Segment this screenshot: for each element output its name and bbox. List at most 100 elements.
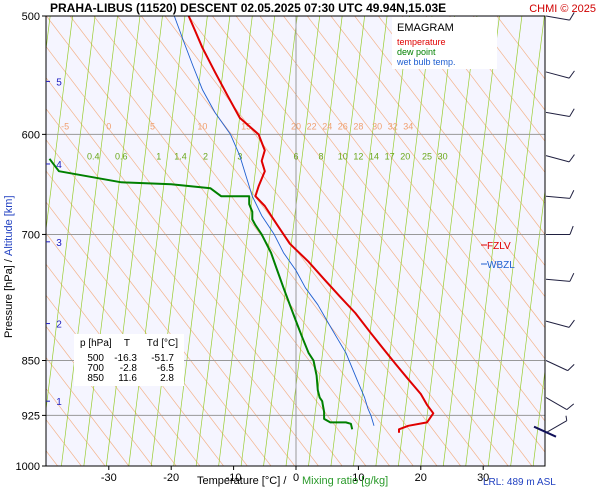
- wind-barb-flag: [566, 403, 575, 410]
- dry-adiabat-line: [46, 45, 367, 466]
- dry-adiabat-line: [306, 16, 545, 329]
- table-header-p: p [hPa]: [80, 338, 112, 349]
- altitude-label: 2: [56, 320, 62, 331]
- mixing-ratio-line: [420, 16, 478, 466]
- data-table: p [hPa] T Td [°C] 500 -16.3 -51.7 700 -2…: [74, 334, 184, 386]
- wind-barbs: [533, 12, 575, 438]
- mixing-ratio-label: 12: [353, 152, 363, 162]
- theta-label: 5: [150, 121, 155, 131]
- wind-barb-flag: [568, 70, 575, 79]
- mixing-ratio-line: [46, 16, 73, 233]
- table-cell: 850: [87, 373, 104, 384]
- theta-label: -5: [61, 121, 69, 131]
- dewpoint-line: [48, 158, 354, 430]
- mixing-ratio-label: 30: [438, 152, 448, 162]
- table-cell: 2.8: [160, 373, 174, 384]
- copyright: CHMI © 2025: [529, 3, 596, 15]
- y-tick-label: 1000: [16, 461, 40, 473]
- x-tick-label: 20: [415, 472, 427, 484]
- y-tick-label: 700: [22, 229, 40, 241]
- legend-entry-temperature: temperature: [397, 37, 446, 47]
- y-tick-label: 925: [22, 410, 40, 422]
- dry-adiabat-line: [235, 16, 545, 422]
- wind-barb-flag: [565, 415, 568, 421]
- dry-adiabat-line: [46, 16, 390, 466]
- y-axis-label-pressure: Pressure [hPa] /: [3, 258, 15, 338]
- mixing-ratio-label: 2: [203, 152, 208, 162]
- wind-barb-flag: [567, 363, 575, 371]
- wind-barb-staff: [545, 111, 570, 118]
- wind-barb-staff: [545, 420, 568, 434]
- wind-barb-flag: [569, 108, 575, 117]
- mixing-ratio-line: [556, 16, 600, 466]
- mixing-ratio-label: 25: [422, 152, 432, 162]
- mixing-ratio-line: [240, 16, 298, 466]
- dry-adiabat-line: [46, 232, 224, 466]
- mixing-ratio-line: [330, 16, 388, 466]
- dry-adiabat-line: [472, 16, 545, 111]
- dry-adiabat-line: [46, 201, 248, 466]
- table-cell: -51.7: [151, 353, 174, 364]
- theta-label: 10: [197, 121, 207, 131]
- legend-entry-dewpoint: dew point: [397, 47, 436, 57]
- dry-adiabat-line: [46, 387, 106, 466]
- wind-barb-staff: [545, 360, 568, 372]
- altitude-label: 4: [56, 160, 62, 171]
- mixing-ratio-line: [150, 16, 208, 466]
- table-header-td: Td [°C]: [147, 338, 178, 349]
- theta-label: 20: [291, 121, 301, 131]
- legend-entry-wetbulb: wet bulb temp.: [396, 57, 456, 67]
- fzlv-label: FZLV: [487, 241, 511, 252]
- mixing-ratio-label: 1: [156, 152, 161, 162]
- mixing-ratio-line: [263, 16, 321, 466]
- dry-adiabat-line: [46, 263, 201, 466]
- mixing-ratio-line: [510, 187, 545, 466]
- table-cell: -16.3: [114, 353, 137, 364]
- wbzl-label: WBZL: [487, 260, 515, 271]
- y-axis-label-altitude: Altitude [km]: [3, 195, 15, 256]
- wind-barb-flag: [569, 225, 574, 235]
- mixing-ratio-line: [465, 16, 523, 466]
- theta-label: 32: [388, 121, 398, 131]
- theta-label: 24: [322, 121, 332, 131]
- x-tick-label: -30: [101, 472, 117, 484]
- dry-adiabat-line: [378, 16, 545, 236]
- altitude-label: 1: [56, 397, 62, 408]
- theta-label: 22: [307, 121, 317, 131]
- mixing-ratio-line: [105, 16, 163, 466]
- mixing-ratio-line: [353, 16, 410, 466]
- mixing-ratio-line: [532, 367, 545, 466]
- wind-barb-staff: [545, 15, 570, 21]
- dry-adiabat-line: [354, 16, 545, 267]
- background-labels: -5 0 5 10 15 20 22 24 26 28 30 32 340.4 0.6 1 1.4 2 3 6 8 10…: [61, 121, 448, 161]
- dry-adiabat-line: [46, 294, 177, 466]
- dry-adiabat-line: [46, 356, 130, 466]
- dry-adiabat-line: [425, 16, 545, 173]
- wind-barb-staff: [545, 278, 570, 282]
- mixing-ratio-label: 0.4: [87, 152, 100, 162]
- wind-barb-flag: [568, 319, 575, 328]
- mixing-ratio-label: 14: [369, 152, 379, 162]
- dry-adiabat-line: [283, 16, 545, 360]
- mixing-ratio-line: [195, 16, 253, 466]
- dry-adiabat-line: [46, 325, 153, 466]
- legend-heading: EMAGRAM: [397, 22, 454, 34]
- mixing-ratio-line: [218, 16, 276, 466]
- x-tick-label: -10: [226, 472, 242, 484]
- table-cell: 700: [87, 363, 104, 374]
- mixing-ratio-line: [487, 16, 545, 466]
- y-tick-label: 500: [22, 11, 40, 23]
- dry-adiabat-line: [188, 16, 533, 466]
- mixing-ratio-line: [578, 16, 600, 466]
- fzlv-marker: FZLV: [481, 241, 511, 252]
- theta-label: 26: [338, 121, 348, 131]
- theta-label: 34: [403, 121, 413, 131]
- mixing-ratio-label: 6: [293, 152, 298, 162]
- x-axis-label-mixing: Mixing ratio [g/kg]: [302, 475, 388, 487]
- mixing-ratio-label: 17: [385, 152, 395, 162]
- wind-barb-flag: [569, 273, 575, 282]
- theta-label: 0: [106, 121, 111, 131]
- data-table-box: [74, 334, 184, 386]
- mixing-ratio-label: 10: [338, 152, 348, 162]
